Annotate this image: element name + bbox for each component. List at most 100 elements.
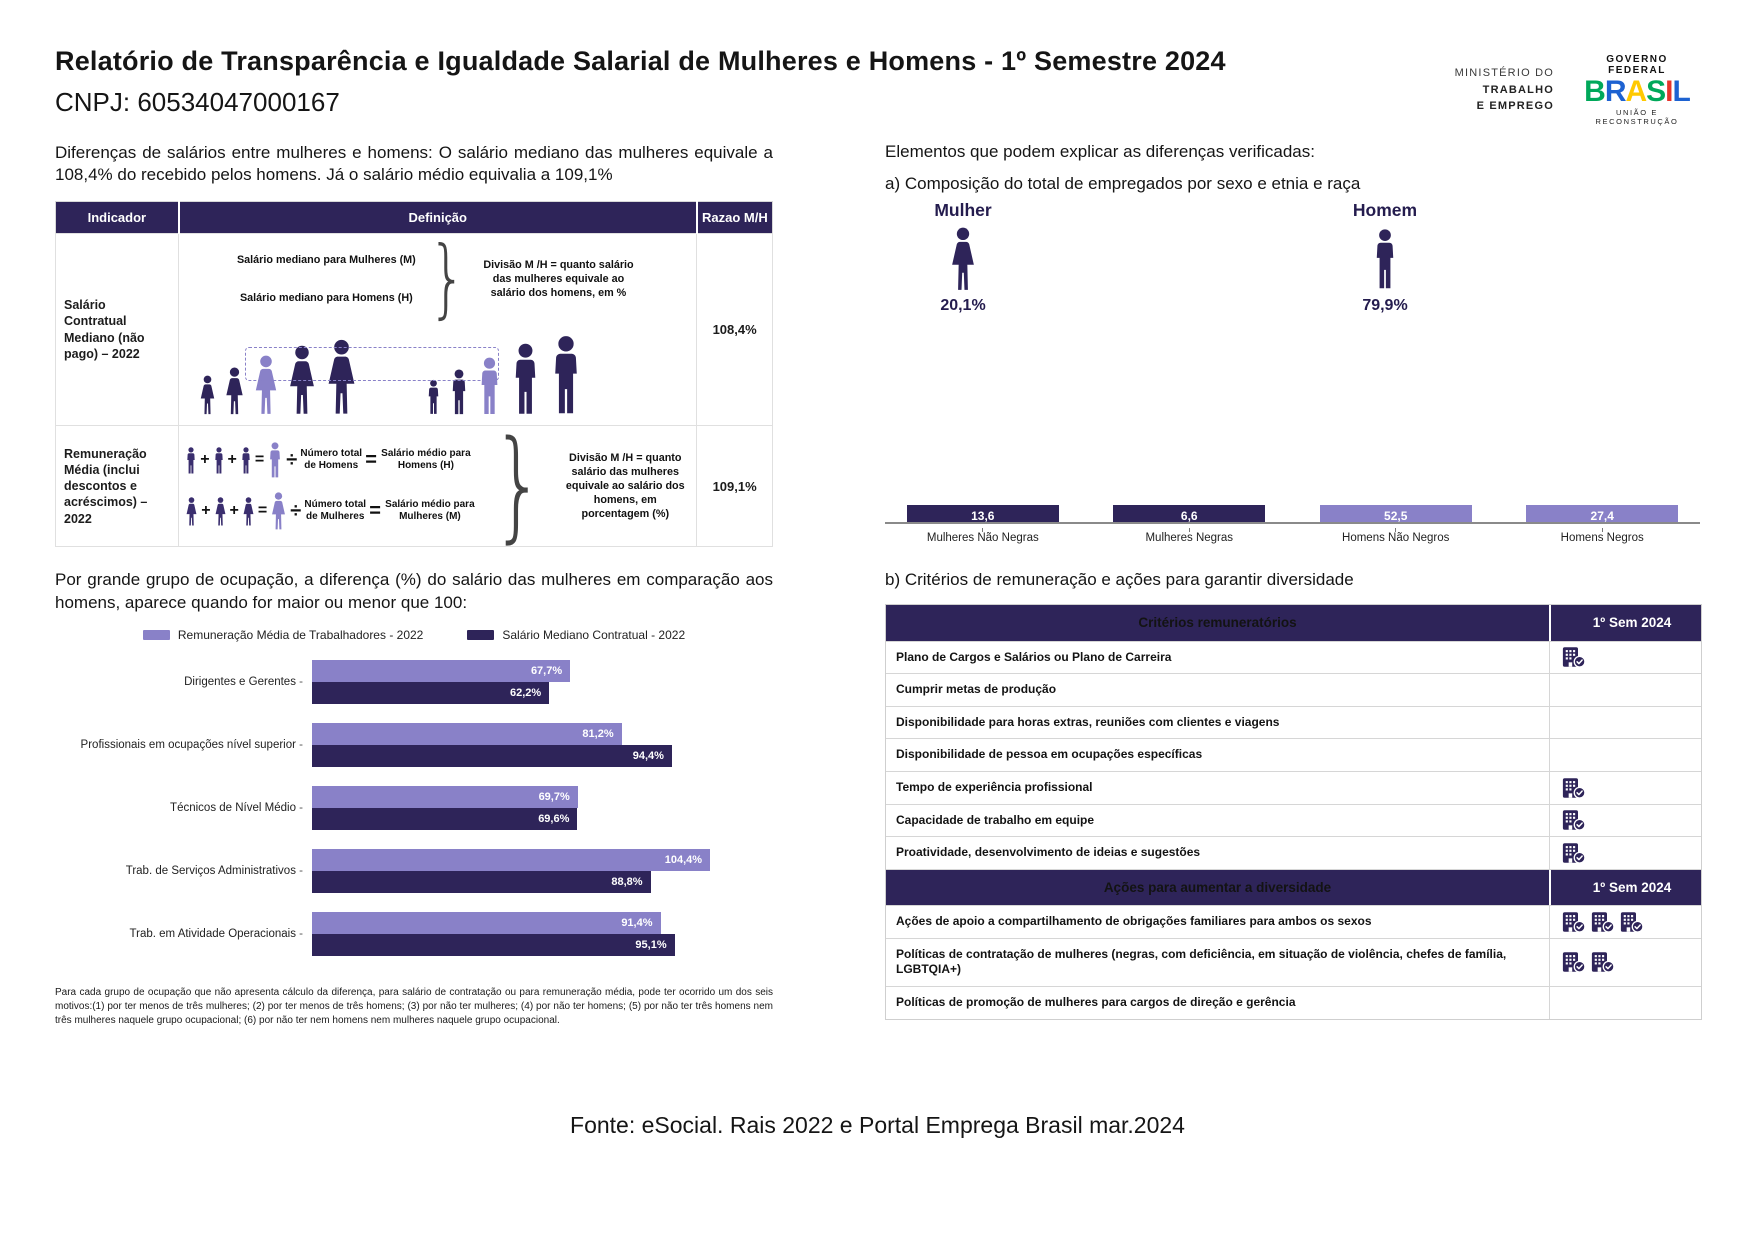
- col-header-definicao: Definição: [177, 201, 697, 234]
- bar-mulheres-negras: 6,6: [1113, 505, 1266, 522]
- division-note: Divisão M /H = quanto salário das mulher…: [483, 258, 634, 299]
- check-cell: [1549, 706, 1701, 739]
- category-label: Mulheres Negras: [1091, 524, 1287, 544]
- median-highlight-box: [245, 347, 500, 382]
- sex-composition-icons: Mulher 20,1% Homem 79,9%: [885, 200, 1700, 372]
- division-note: Divisão M /H = quanto salário das mulher…: [565, 452, 685, 521]
- intro-paragraph: Diferenças de salários entre mulheres e …: [55, 143, 773, 185]
- man-icon: [240, 447, 252, 474]
- actions-header-row: Ações para aumentar a diversidade 1º Sem…: [886, 868, 1701, 906]
- right-heading: Elementos que podem explicar as diferenç…: [885, 142, 1315, 161]
- x-axis: Mulheres Não Negras Mulheres Negras Home…: [885, 522, 1700, 544]
- brasil-wordmark: BRASIL: [1584, 75, 1691, 108]
- source-footer: Fonte: eSocial. Rais 2022 e Portal Empre…: [570, 1112, 1185, 1138]
- man-icon: [510, 343, 541, 415]
- composition-bar-chart: 13,6 6,6 52,5 27,4 Mulheres Não Negras M…: [885, 372, 1700, 544]
- legend-swatch-dark: [467, 630, 495, 641]
- building-check-icon: [1562, 810, 1586, 832]
- check-cell: [1549, 837, 1701, 869]
- indicator-table: Indicador Definição Razao M/H Salário Co…: [54, 200, 773, 548]
- ratio-value-mediano: 108,4%: [696, 232, 773, 427]
- ratio-value-media: 109,1%: [696, 425, 773, 548]
- criteria-row: Tempo de experiência profissional: [886, 770, 1701, 804]
- left-column: Diferenças de salários entre mulheres e …: [54, 142, 773, 1028]
- bar-mulheres-nao-negras: 13,6: [906, 505, 1059, 522]
- government-logos: MINISTÉRIO DO TRABALHO E EMPREGO GOVERNO…: [1455, 54, 1698, 126]
- man-icon-highlight: [267, 442, 283, 478]
- man-icon: [549, 335, 583, 415]
- action-row: Ações de apoio a compartilhamento de obr…: [886, 905, 1701, 938]
- bar-remuneracao-media: 67,7%: [312, 660, 571, 683]
- women-average-formula: + + = ÷ Número total de Mulheres = Salár…: [185, 492, 476, 530]
- chart-row: Profissionais em ocupações nível superio…: [55, 723, 773, 768]
- chart-row: Dirigentes e Gerentes 67,7% 62,2%: [55, 660, 773, 705]
- category-label: Técnicos de Nível Médio: [55, 802, 312, 814]
- building-check-icon: [1591, 912, 1615, 933]
- legend-label: Remuneração Média de Trabalhadores - 202…: [177, 628, 424, 643]
- check-cell: [1549, 739, 1701, 771]
- check-cell: [1549, 987, 1701, 1019]
- table-row-salario-mediano: Salário Contratual Mediano (não pago) – …: [54, 232, 773, 427]
- legend-swatch-light: [142, 630, 170, 641]
- homem-block: Homem 79,9%: [1315, 200, 1455, 315]
- cnpj-line: CNPJ: 60534047000167: [55, 87, 340, 117]
- men-average-formula: + + = ÷ Número total de Homens = Salário…: [185, 442, 476, 478]
- subsection-a-heading: a) Composição do total de empregados por…: [885, 174, 1361, 193]
- actions-header: Ações para aumentar a diversidade: [1103, 879, 1332, 895]
- woman-icon: [214, 497, 227, 526]
- period-header: 1º Sem 2024: [1549, 869, 1701, 906]
- criteria-row: Proatividade, desenvolvimento de ideias …: [886, 836, 1701, 869]
- bar-homens-nao-negros: 52,5: [1319, 505, 1472, 522]
- check-cell: [1549, 674, 1701, 706]
- bar-salario-mediano: 62,2%: [312, 682, 550, 705]
- col-header-indicador: Indicador: [55, 201, 179, 234]
- criteria-row: Plano de Cargos e Salários ou Plano de C…: [886, 640, 1701, 674]
- mulher-block: Mulher 20,1%: [893, 200, 1033, 315]
- bar-homens-negros: 27,4: [1526, 505, 1679, 522]
- woman-icon: [242, 497, 255, 526]
- category-label: Trab. em Atividade Operacionais: [55, 928, 312, 940]
- man-icon: [1372, 227, 1398, 291]
- category-label: Trab. de Serviços Administrativos: [55, 865, 312, 877]
- building-check-icon: [1562, 777, 1586, 799]
- mulher-percentage: 20,1%: [940, 297, 986, 314]
- woman-icon: [224, 367, 245, 415]
- women-average-label: Salário médio para Mulheres (M): [385, 498, 475, 523]
- bar-salario-mediano: 69,6%: [312, 808, 578, 831]
- median-men-label: Salário mediano para Homens (H): [239, 291, 413, 304]
- governo-federal-label: GOVERNO FEDERAL: [1606, 54, 1668, 76]
- legend-label: Salário Mediano Contratual - 2022: [502, 628, 686, 643]
- definition-cell: + + = ÷ Número total de Homens = Salário…: [178, 425, 698, 548]
- building-check-icon: [1562, 912, 1586, 933]
- ministry-line2: TRABALHO: [1482, 83, 1554, 96]
- man-icon: [426, 379, 441, 415]
- woman-icon: [199, 375, 216, 415]
- building-check-icon: [1620, 912, 1644, 933]
- criteria-header: Critérios remuneratórios: [1138, 615, 1297, 630]
- criteria-row: Disponibilidade de pessoa em ocupações e…: [886, 738, 1701, 771]
- men-total-label: Número total de Homens: [300, 447, 363, 472]
- chart-legend: Remuneração Média de Trabalhadores - 202…: [55, 628, 773, 642]
- check-cell: [1549, 641, 1701, 674]
- category-label: Profissionais em ocupações nível superio…: [55, 739, 312, 751]
- man-icon: [185, 447, 197, 474]
- chart-row: Trab. de Serviços Administrativos 104,4%…: [55, 849, 773, 894]
- criteria-row: Disponibilidade para horas extras, reuni…: [886, 705, 1701, 739]
- women-total-label: Número total de Mulheres: [304, 498, 367, 523]
- indicator-label: Salário Contratual Mediano (não pago) – …: [54, 232, 180, 427]
- check-cell: [1549, 938, 1701, 987]
- category-label: Mulheres Não Negras: [885, 524, 1081, 544]
- mulher-label: Mulher: [934, 200, 992, 220]
- footnote-text: Para cada grupo de ocupação que não apre…: [55, 987, 773, 1027]
- bar-remuneracao-media: 104,4%: [312, 849, 711, 872]
- brasil-logo: GOVERNO FEDERAL BRASIL UNIÃO E RECONSTRU…: [1576, 54, 1698, 126]
- bar-salario-mediano: 88,8%: [312, 871, 651, 894]
- check-cell: [1549, 906, 1701, 938]
- legend-item-mediano: Salário Mediano Contratual - 2022: [467, 628, 685, 642]
- woman-icon: [185, 497, 198, 526]
- col-header-razao: Razao M/H: [695, 201, 773, 234]
- building-check-icon: [1562, 647, 1586, 669]
- woman-icon: [949, 227, 977, 291]
- man-icon: [213, 447, 225, 474]
- category-label: Homens Negros: [1504, 524, 1700, 544]
